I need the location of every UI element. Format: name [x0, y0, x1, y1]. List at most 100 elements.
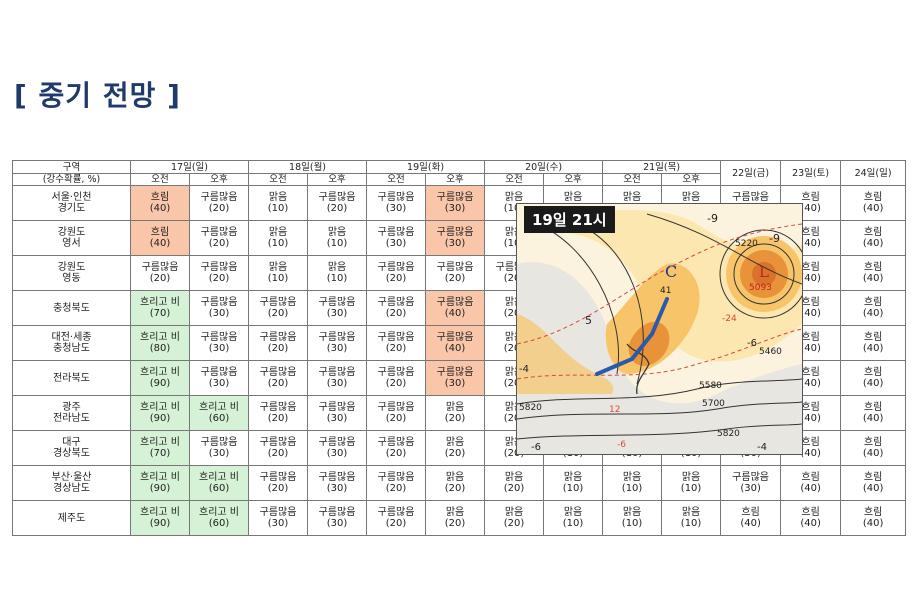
forecast-cell: 흐림 (40)	[130, 185, 190, 221]
precip-probability: (30)	[385, 238, 407, 249]
am-header: 오전	[366, 173, 427, 186]
precip-probability: (20)	[503, 308, 525, 319]
weather-text: 구름많음	[377, 472, 415, 483]
precip-probability: (30)	[326, 518, 348, 529]
weather-text: 구름많음	[200, 192, 238, 203]
map-number: -9	[769, 232, 780, 245]
weather-text: 흐리고 비	[140, 472, 180, 483]
precip-probability: (40)	[800, 238, 821, 249]
forecast-cell: 구름많음(30)	[307, 500, 368, 536]
weather-text: 흐림	[863, 297, 883, 308]
weather-text: 구름많음	[436, 332, 474, 343]
region-label: 충청북도	[53, 302, 90, 314]
precip-probability: (40)	[800, 378, 821, 389]
weather-text: 흐림	[741, 507, 760, 518]
am-header: 오전	[248, 173, 309, 186]
map-number: -24	[722, 314, 737, 324]
weather-text: 구름많음	[377, 367, 415, 378]
weather-text: 맑음	[445, 507, 465, 518]
precip-probability: (40)	[862, 273, 884, 284]
weather-text: 구름많음	[318, 367, 356, 378]
precip-probability: (20)	[444, 413, 466, 424]
weather-text: 흐림	[801, 227, 820, 238]
pm-header: 오후	[307, 173, 368, 186]
contour-label: 5580	[699, 381, 722, 391]
weather-text: 구름많음	[436, 192, 474, 203]
forecast-cell: 흐리고 비 (90)	[130, 360, 190, 396]
forecast-cell: 구름많음(30)	[307, 360, 368, 396]
weather-text: 흐림	[863, 472, 883, 483]
forecast-cell: 구름많음 (20)	[130, 255, 190, 291]
forecast-cell: 구름많음 (20)	[366, 290, 427, 326]
precip-probability: (40)	[862, 308, 884, 319]
pm-header: 오후	[543, 173, 604, 186]
forecast-cell: 구름많음 (20)	[248, 325, 309, 361]
forecast-cell: 구름많음 (20)	[248, 290, 309, 326]
weather-text: 구름많음	[436, 227, 474, 238]
precip-probability: (20)	[385, 343, 407, 354]
forecast-cell: 맑음 (20)	[484, 465, 545, 501]
region-label: 충청남도	[53, 343, 90, 354]
weather-text: 흐림	[863, 402, 883, 413]
precip-probability: (20)	[208, 238, 230, 249]
region-label: 대구	[62, 437, 81, 448]
weather-text: 흐림	[801, 297, 820, 308]
weather-text: 구름많음	[377, 437, 415, 448]
weather-text: 흐림	[863, 507, 883, 518]
precip-probability: (20)	[208, 203, 230, 214]
region-cell: 대구 경상북도	[12, 430, 131, 466]
forecast-cell: 구름많음(30)	[307, 430, 368, 466]
region-label: 경기도	[57, 203, 86, 214]
region-cell: 서울·인천 경기도	[12, 185, 131, 221]
precip-probability: (30)	[444, 378, 466, 389]
precip-probability: (20)	[149, 273, 171, 284]
weather-text: 구름많음	[318, 472, 356, 483]
weather-text: 구름많음	[200, 437, 238, 448]
forecast-cell: 구름많음 (40)	[425, 290, 486, 326]
weather-text: 흐림	[801, 507, 820, 518]
forecast-cell: 맑음(10)	[307, 255, 368, 291]
forecast-cell: 흐림 (40)	[840, 395, 907, 431]
forecast-cell: 흐리고 비 (60)	[188, 395, 250, 431]
precip-probability: (30)	[326, 448, 348, 459]
precip-probability: (20)	[503, 483, 525, 494]
forecast-cell: 흐리고 비 (80)	[130, 325, 190, 361]
forecast-cell: 흐리고 비 (70)	[130, 430, 190, 466]
weather-text: 맑음	[504, 227, 524, 238]
region-header: 구역	[12, 160, 131, 174]
forecast-cell: 흐림 (40)	[840, 465, 907, 501]
precip-probability: (20)	[503, 413, 525, 424]
day-header: 22일(금)	[720, 160, 782, 186]
weather-text: 흐림	[801, 402, 820, 413]
forecast-cell: 맑음(10)	[248, 255, 309, 291]
region-label: 대전·세종	[51, 332, 92, 343]
map-number: -9	[707, 212, 718, 225]
precip-probability: (90)	[149, 413, 171, 424]
pm-header: 오후	[425, 173, 486, 186]
region-label: 광주	[62, 402, 81, 413]
forecast-cell: 흐림 (40)	[780, 465, 842, 501]
forecast-cell: 맑음(10)	[543, 465, 604, 501]
precip-probability: (40)	[862, 378, 884, 389]
precip-probability: (90)	[149, 518, 171, 529]
forecast-cell: 맑음 (20)	[425, 465, 486, 501]
precip-probability: (20)	[385, 308, 407, 319]
forecast-cell: 흐림 (40)	[840, 290, 907, 326]
precip-probability: (20)	[267, 448, 289, 459]
weather-text: 맑음	[504, 367, 524, 378]
map-number: -4	[757, 442, 767, 453]
weather-text: 맑음	[268, 192, 288, 203]
forecast-cell: 흐림 (40)	[840, 325, 907, 361]
weather-text: 맑음	[268, 262, 288, 273]
weather-text: 구름많음	[318, 297, 356, 308]
weather-text: 구름많음	[200, 262, 238, 273]
forecast-cell: 맑음 (20)	[425, 500, 486, 536]
forecast-cell: 맑음(10)	[248, 220, 309, 256]
forecast-cell: 맑음(10)	[602, 465, 663, 501]
weather-text: 흐리고 비	[140, 437, 180, 448]
weather-text: 흐림	[801, 262, 820, 273]
day-header: 17일(일)	[129, 160, 250, 174]
forecast-cell: 맑음 (20)	[425, 430, 486, 466]
forecast-cell: 흐림 (40)	[840, 220, 907, 256]
forecast-cell: 흐림 (40)	[840, 430, 907, 466]
